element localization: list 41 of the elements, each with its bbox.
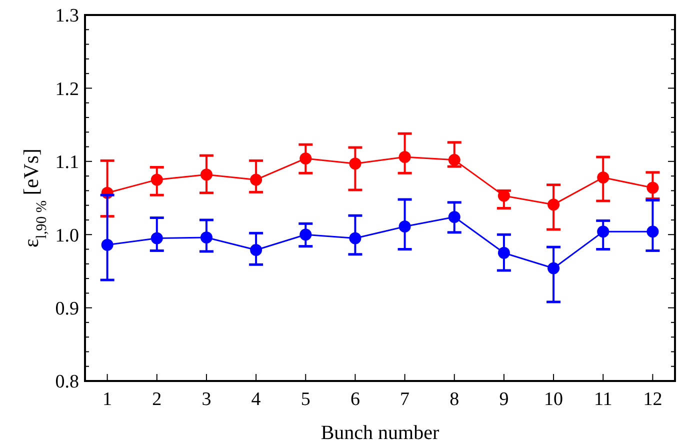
x-tick-label: 9 [499, 389, 509, 410]
point [398, 220, 411, 233]
x-tick-label: 7 [400, 389, 410, 410]
point [646, 182, 659, 194]
point [349, 232, 362, 244]
y-tick-label: 1.3 [55, 6, 79, 27]
x-tick-label: 1 [102, 389, 112, 410]
point [448, 211, 460, 224]
point [398, 151, 411, 164]
x-tick-label: 5 [300, 389, 310, 410]
point [498, 246, 510, 259]
point [646, 226, 659, 238]
point [448, 154, 460, 166]
y-tick-label: 1.1 [55, 152, 79, 174]
y-tick-label: 0.9 [55, 298, 79, 320]
x-tick-label: 6 [350, 389, 360, 410]
point [250, 174, 262, 186]
point [200, 232, 212, 244]
x-tick-label: 3 [202, 389, 212, 410]
point [349, 158, 362, 170]
y-tick-label: 1.2 [55, 78, 79, 100]
x-tick-label: 8 [450, 389, 460, 410]
point [597, 226, 610, 238]
point [300, 152, 312, 164]
point [548, 198, 560, 211]
x-tick-label: 10 [544, 389, 564, 410]
point [250, 244, 262, 256]
y-tick-label: 0.8 [55, 372, 79, 393]
x-axis-title: Bunch number [320, 422, 440, 443]
point [548, 262, 560, 274]
x-tick-label: 11 [594, 389, 612, 410]
point [150, 232, 163, 244]
point [101, 238, 114, 251]
x-tick-label: 2 [152, 389, 162, 410]
x-tick-label: 12 [643, 389, 662, 410]
point [300, 228, 312, 241]
x-tick-label: 4 [251, 389, 262, 410]
point [150, 174, 163, 186]
point [200, 168, 212, 181]
point [597, 172, 610, 184]
y-tick-label: 1.0 [55, 225, 79, 246]
